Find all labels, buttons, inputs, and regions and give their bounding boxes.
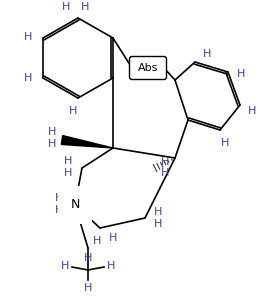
Text: H: H [81,2,89,12]
Text: H: H [55,205,63,215]
Text: H: H [154,207,162,217]
Text: H: H [84,253,92,263]
Text: H: H [248,106,256,116]
Text: H: H [64,168,72,178]
Text: H: H [48,127,56,137]
FancyBboxPatch shape [129,57,167,79]
Text: H: H [109,233,117,243]
Text: H: H [93,236,101,246]
Text: H: H [24,32,32,42]
Text: H: H [48,139,56,149]
Text: H: H [64,156,72,166]
Text: H: H [24,73,32,83]
Text: H: H [69,106,77,116]
Text: H: H [154,219,162,229]
Text: H: H [84,283,92,293]
Text: H: H [221,138,229,148]
Text: H: H [55,193,63,203]
Text: H: H [161,168,169,178]
Text: H: H [62,2,70,12]
Text: H: H [61,261,69,271]
Polygon shape [61,135,113,148]
Text: H: H [107,261,115,271]
Text: N: N [70,198,80,212]
Text: H: H [237,69,245,79]
Text: H: H [161,157,169,167]
Text: H: H [203,49,211,59]
Text: Abs: Abs [138,63,158,73]
